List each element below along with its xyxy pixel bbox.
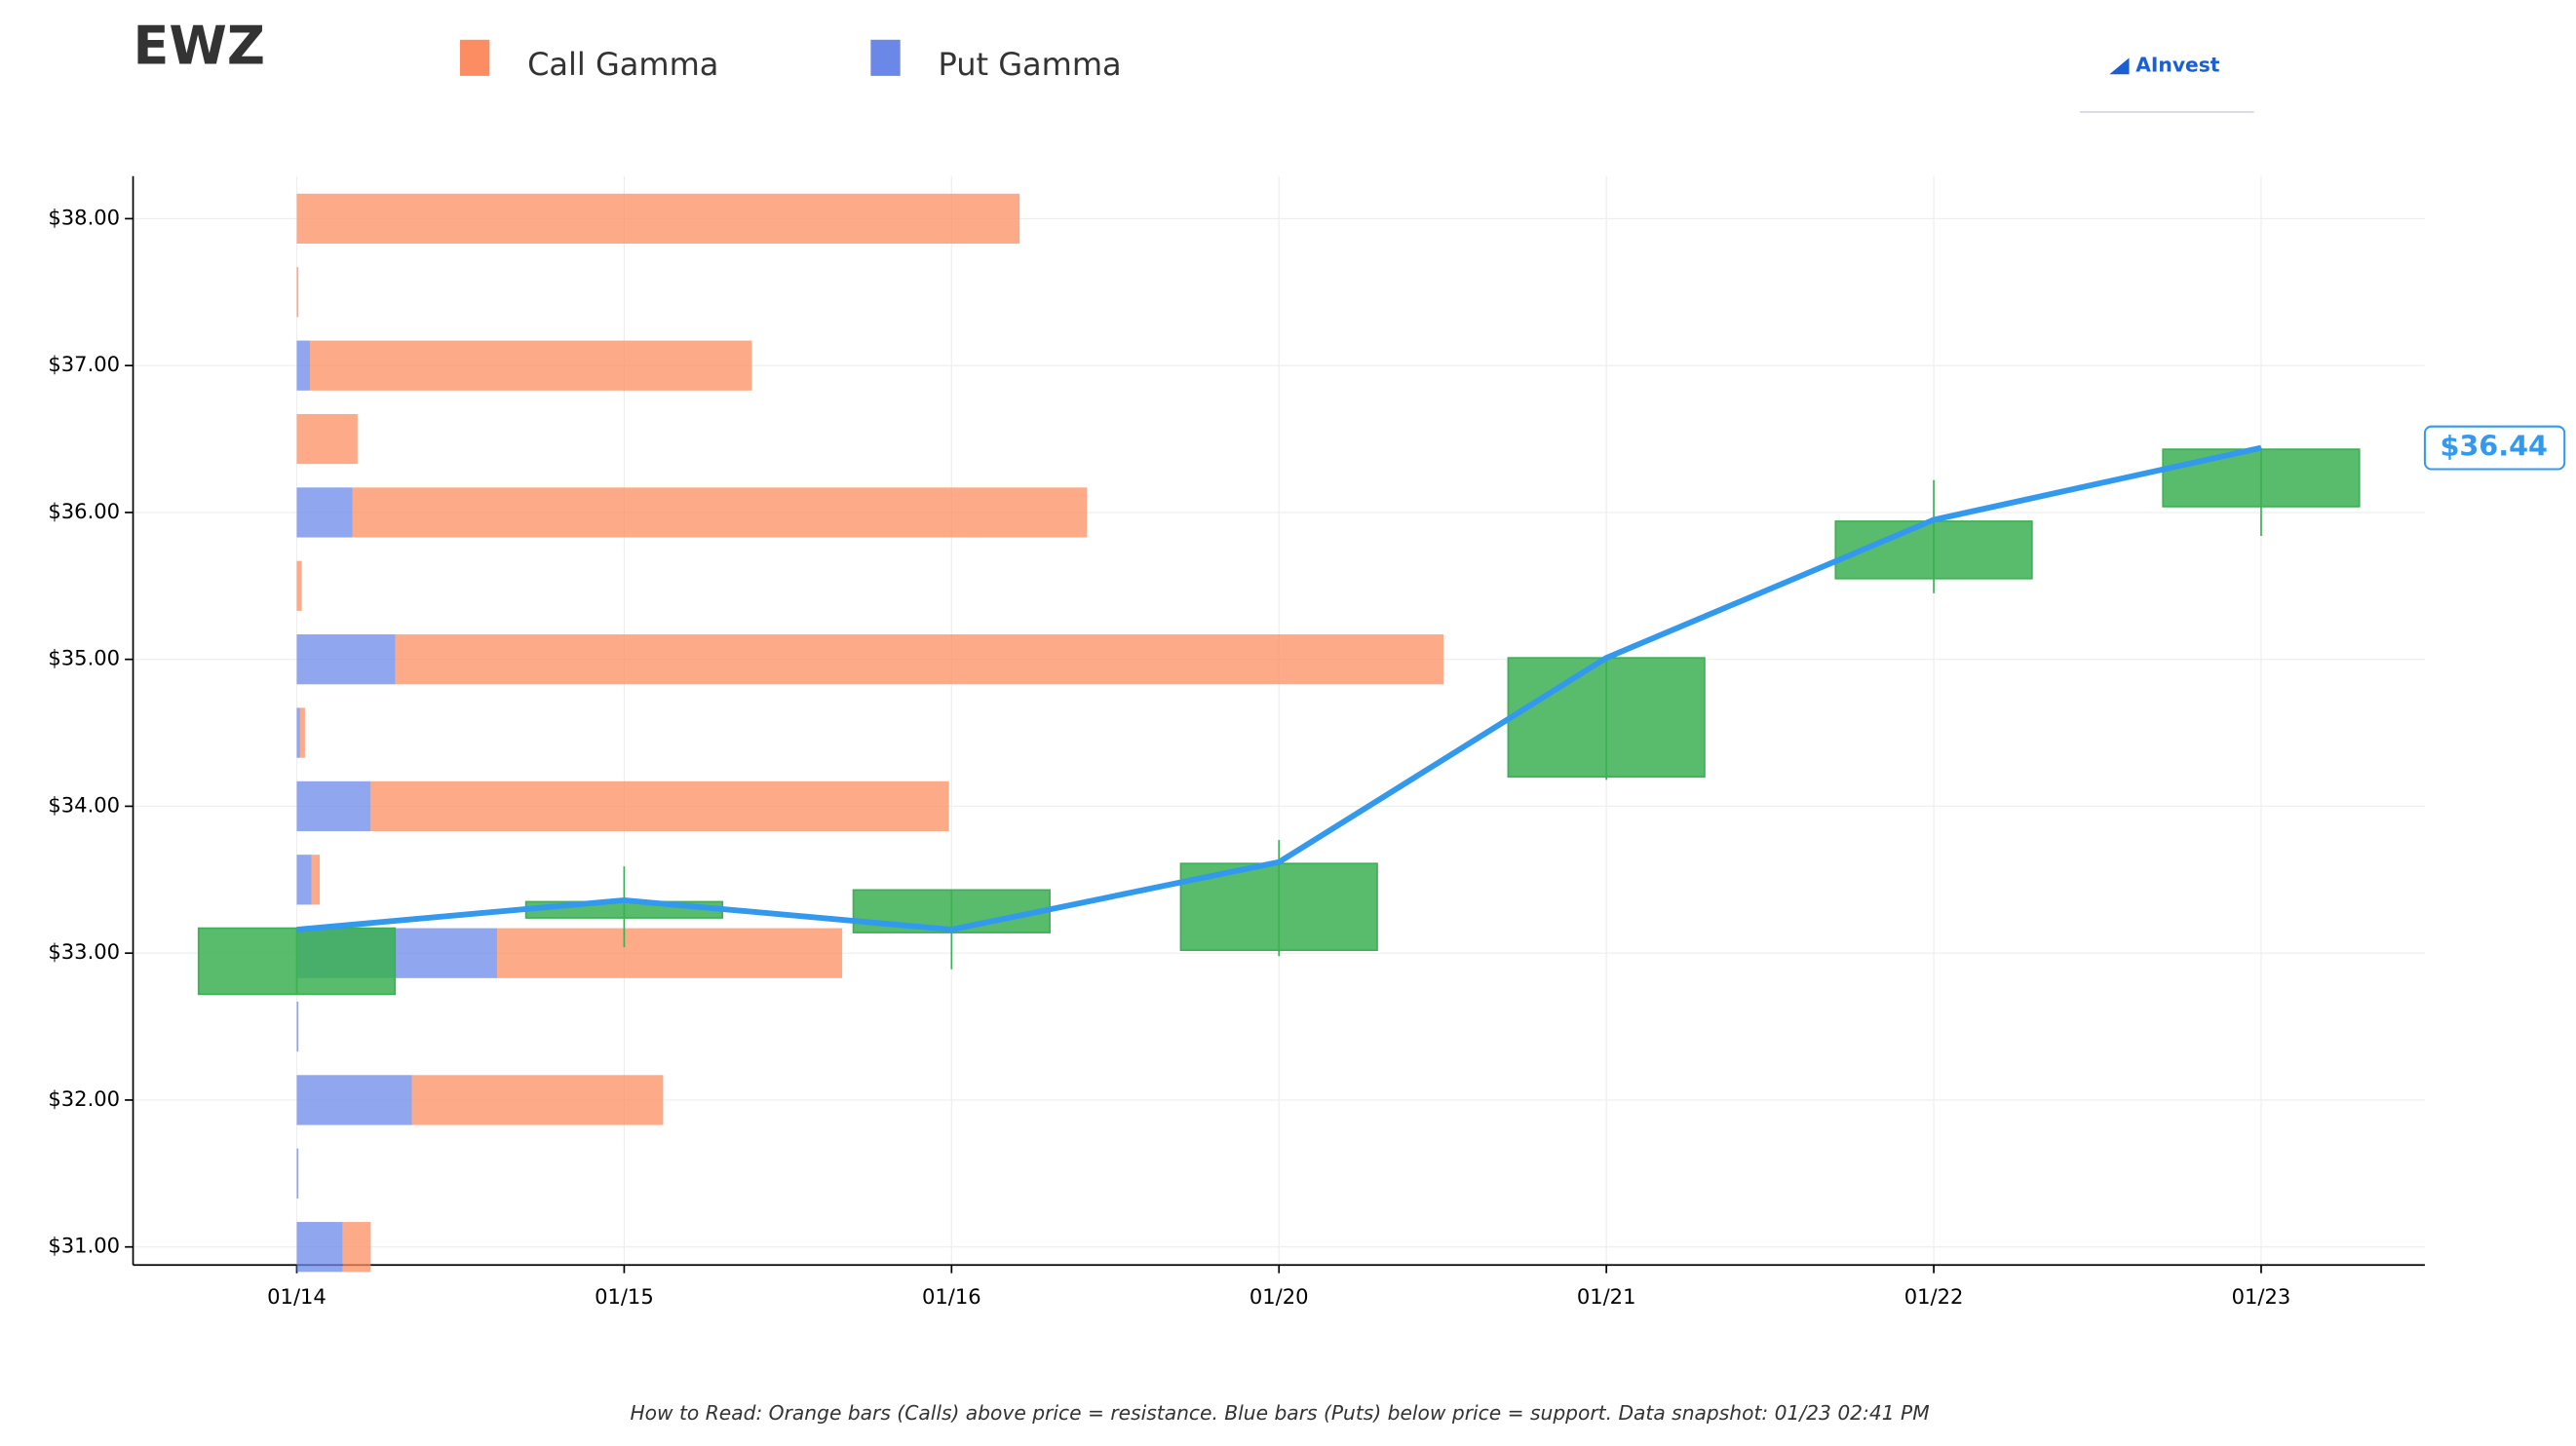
- gamma-bar: [497, 928, 843, 978]
- gamma-bar: [395, 634, 1444, 685]
- gamma-bar: [296, 1075, 412, 1125]
- gamma-bar: [342, 1222, 371, 1273]
- gamma-bar: [411, 1075, 664, 1125]
- chart-title: EWZ: [134, 16, 265, 77]
- x-tick-label: 01/14: [267, 1284, 327, 1309]
- brand-logo: AInvest: [2079, 53, 2254, 113]
- x-tick-label: 01/20: [1250, 1284, 1309, 1309]
- gamma-bar: [299, 707, 305, 758]
- footnote: How to Read: Orange bars (Calls) above p…: [630, 1401, 1929, 1425]
- candle-body: [197, 927, 397, 996]
- y-tick-label: $33.00: [48, 939, 120, 964]
- brand: AInvest: [2135, 53, 2219, 76]
- gamma-bar: [370, 780, 949, 832]
- gamma-bar: [296, 560, 302, 611]
- gamma-bar: [311, 855, 321, 905]
- candle-body: [1507, 657, 1706, 779]
- gamma-bar: [296, 1222, 343, 1273]
- gamma-bar: [296, 340, 310, 391]
- x-tick-label: 01/16: [922, 1284, 981, 1309]
- gamma-bar: [296, 707, 300, 758]
- y-tick-label: $38.00: [48, 205, 120, 229]
- gamma-bar: [296, 634, 396, 685]
- y-tick-label: $36.00: [48, 499, 120, 523]
- price-label-box: [2423, 425, 2566, 471]
- y-tick-label: $37.00: [48, 352, 120, 376]
- gamma-bar: [296, 267, 299, 318]
- y-tick-label: $35.00: [48, 646, 120, 670]
- legend-swatch: [870, 39, 901, 76]
- gamma-bar: [296, 1148, 299, 1199]
- legend-label: Put Gamma: [938, 46, 1121, 83]
- x-tick-label: 01/15: [595, 1284, 654, 1309]
- gamma-bar: [296, 1001, 299, 1052]
- legend-label: Call Gamma: [527, 46, 718, 83]
- price-line: [296, 444, 2262, 933]
- gamma-bar: [296, 780, 371, 832]
- gamma-bar: [309, 340, 752, 391]
- x-tick-label: 01/23: [2232, 1284, 2291, 1309]
- gamma-bar: [296, 193, 1020, 245]
- gamma-bar: [296, 487, 353, 538]
- legend-swatch: [459, 39, 490, 76]
- candle-body: [2162, 448, 2361, 508]
- y-tick-label: $32.00: [48, 1086, 120, 1111]
- x-tick-label: 01/21: [1577, 1284, 1636, 1309]
- x-tick-label: 01/22: [1904, 1284, 1964, 1309]
- y-tick-label: $34.00: [48, 792, 120, 817]
- gamma-bar: [352, 487, 1088, 538]
- price-label: $36.44: [2440, 430, 2548, 463]
- gamma-bar: [296, 855, 312, 905]
- y-tick-label: $31.00: [48, 1234, 120, 1258]
- gamma-bar: [296, 413, 358, 465]
